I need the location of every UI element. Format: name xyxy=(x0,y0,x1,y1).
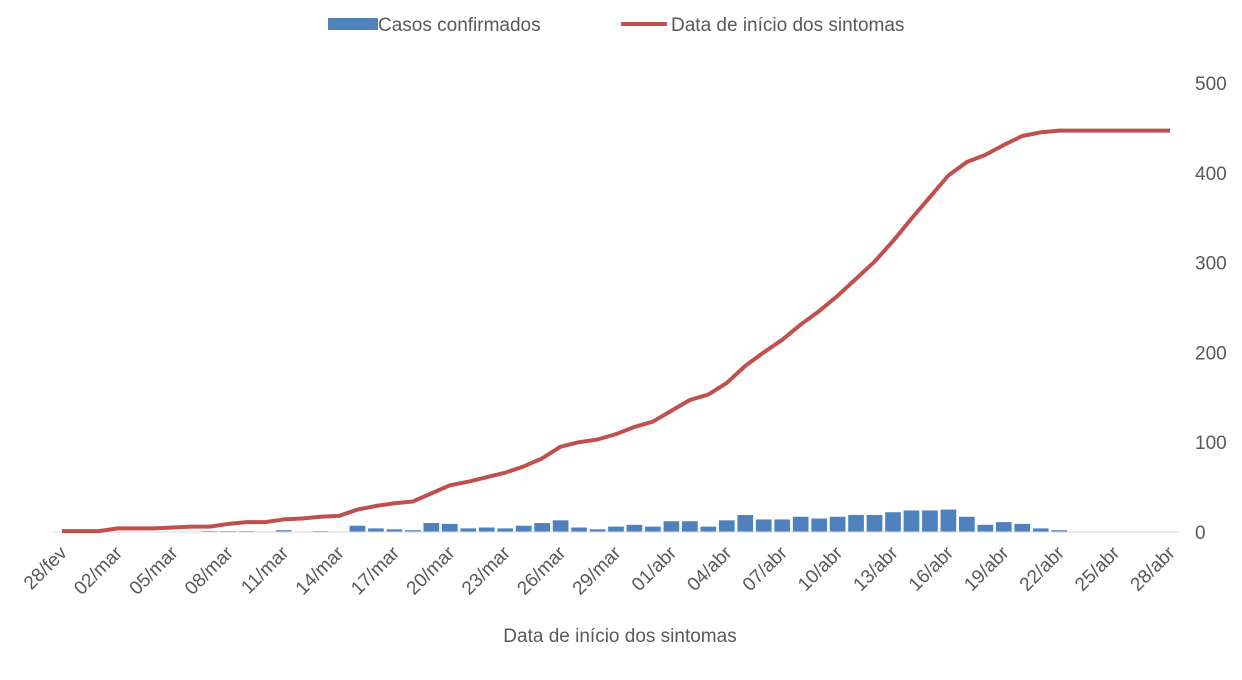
bar xyxy=(959,516,975,532)
bar xyxy=(1014,523,1031,532)
x-tick-label: 28/abr xyxy=(1127,542,1180,595)
bar xyxy=(866,514,883,532)
bar xyxy=(718,520,735,532)
y-tick-label: 400 xyxy=(1195,164,1227,185)
bar xyxy=(755,519,772,532)
bar xyxy=(405,530,421,532)
x-tick-label: 28/fev xyxy=(20,542,72,594)
bar xyxy=(608,526,624,532)
bar xyxy=(645,526,661,532)
bar xyxy=(626,524,643,532)
x-tick-label: 07/abr xyxy=(739,542,792,595)
x-tick-label: 22/abr xyxy=(1016,542,1069,595)
bar xyxy=(386,529,403,532)
x-tick-label: 16/abr xyxy=(905,542,958,595)
bar xyxy=(515,525,532,532)
bar xyxy=(811,518,827,532)
x-tick-label: 08/mar xyxy=(181,542,238,599)
bar xyxy=(423,523,440,532)
bar xyxy=(460,528,477,532)
bar xyxy=(552,520,569,532)
x-tick-label: 04/abr xyxy=(683,542,736,595)
bar xyxy=(478,527,495,532)
bar xyxy=(663,521,680,532)
x-tick-label: 13/abr xyxy=(850,542,903,595)
x-tick-label: 17/mar xyxy=(347,542,404,599)
x-tick-label: 14/mar xyxy=(292,542,349,599)
legend-label: Casos confirmados xyxy=(378,15,541,36)
bar xyxy=(995,522,1012,532)
bar xyxy=(737,514,754,532)
bar xyxy=(441,523,458,532)
bar xyxy=(349,525,366,532)
bar xyxy=(571,527,587,532)
y-tick-label: 0 xyxy=(1195,523,1206,544)
x-tick-label: 05/mar xyxy=(126,542,183,599)
bar xyxy=(1051,530,1068,532)
x-tick-label: 26/mar xyxy=(513,542,570,599)
bar xyxy=(497,528,514,532)
x-tick-label: 29/mar xyxy=(569,542,626,599)
bar xyxy=(1032,528,1049,532)
legend-label: Data de início dos sintomas xyxy=(671,15,904,36)
x-tick-label: 19/abr xyxy=(960,542,1013,595)
legend-swatch xyxy=(328,18,378,30)
bar xyxy=(977,524,994,532)
bar xyxy=(368,528,384,532)
bar xyxy=(275,530,292,532)
bar xyxy=(792,516,809,532)
bar xyxy=(589,529,606,532)
x-axis-title: Data de início dos sintomas xyxy=(503,626,736,647)
y-tick-label: 300 xyxy=(1195,254,1227,275)
line xyxy=(62,128,1170,534)
bar xyxy=(682,521,698,532)
y-tick-label: 500 xyxy=(1195,74,1227,95)
bar xyxy=(534,523,550,532)
bar xyxy=(903,510,920,532)
x-tick-label: 11/mar xyxy=(237,542,293,598)
y-tick-label: 100 xyxy=(1195,433,1227,454)
bar xyxy=(700,526,717,532)
x-tick-label: 25/abr xyxy=(1071,542,1124,595)
x-tick-label: 20/mar xyxy=(403,542,460,599)
y-tick-label: 200 xyxy=(1195,343,1227,364)
bar xyxy=(940,509,957,532)
bar xyxy=(848,514,864,532)
x-tick-label: 02/mar xyxy=(70,542,127,599)
bar xyxy=(829,516,846,532)
x-tick-label: 23/mar xyxy=(458,542,515,599)
x-tick-label: 10/abr xyxy=(794,542,847,595)
x-tick-label: 01/abr xyxy=(628,542,681,595)
bar xyxy=(774,519,791,532)
bar xyxy=(922,510,938,532)
bar xyxy=(885,512,901,532)
